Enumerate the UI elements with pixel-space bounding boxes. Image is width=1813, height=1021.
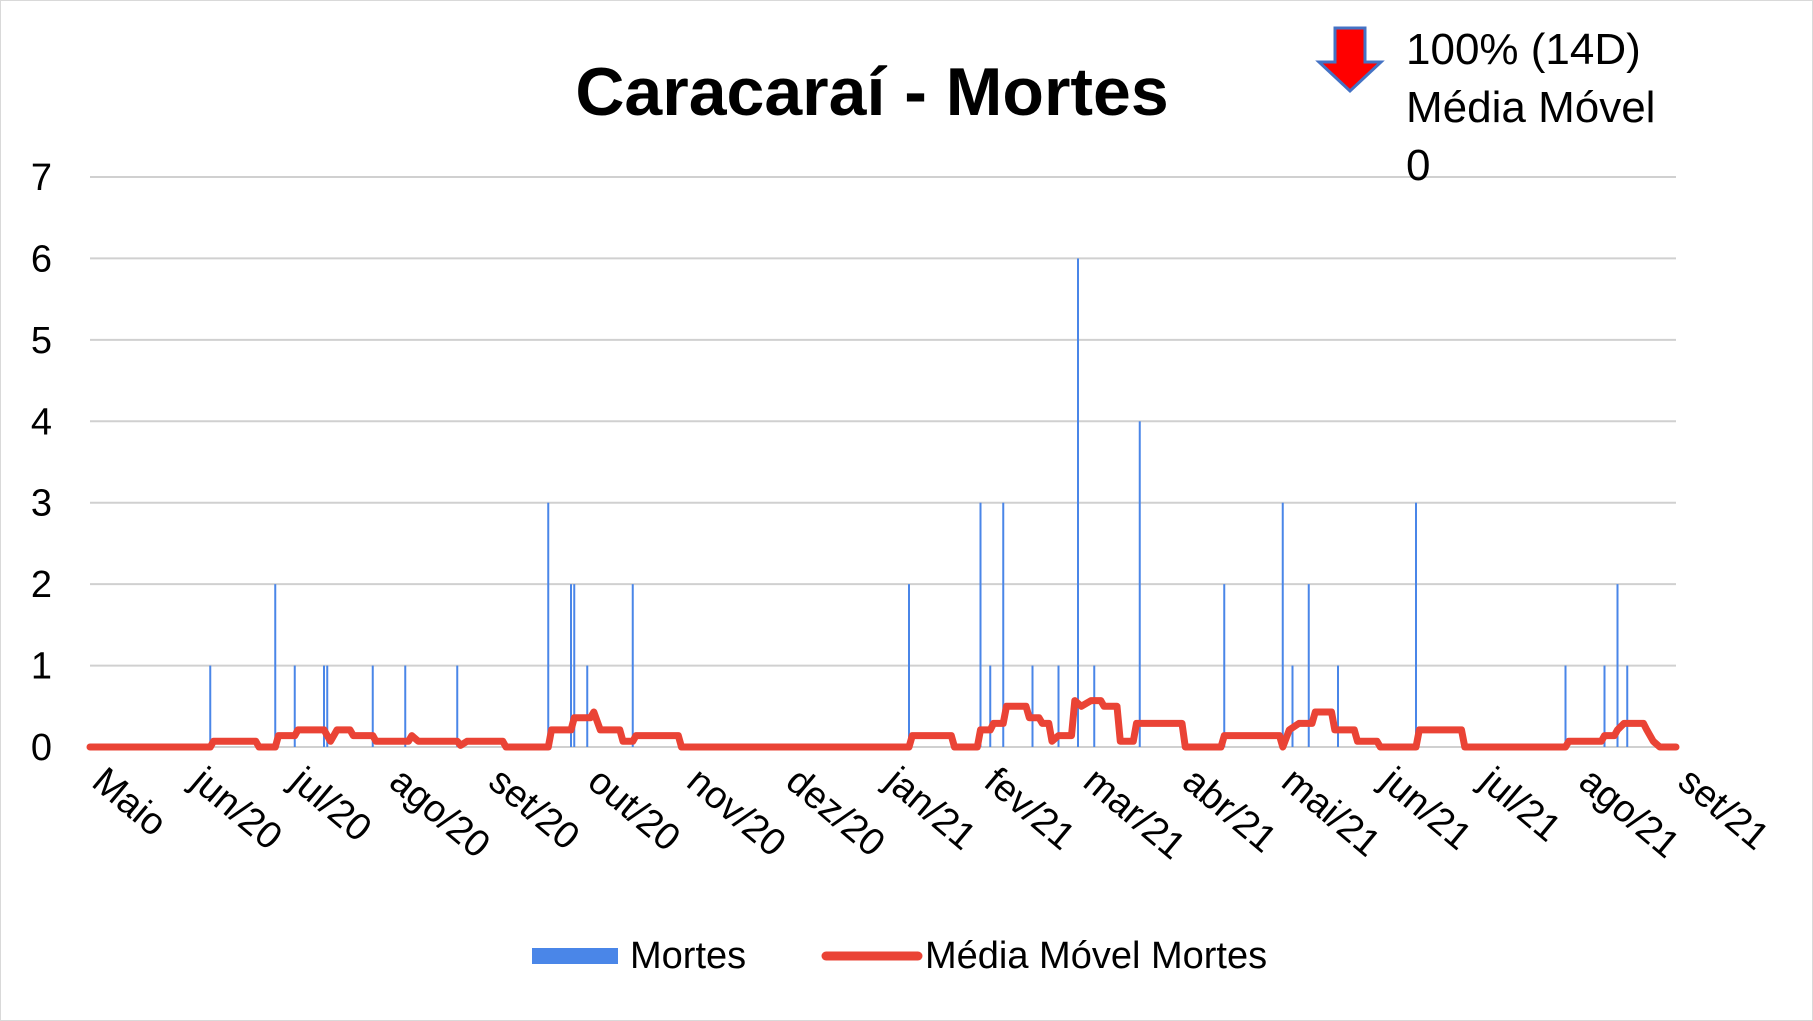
bar [1077, 258, 1079, 747]
bar [456, 665, 459, 747]
x-tick-label: ago/20 [382, 760, 498, 867]
bar [1337, 665, 1339, 747]
bar [631, 584, 634, 747]
annotation-line-3: 0 [1406, 141, 1430, 190]
bar [570, 584, 572, 747]
bar [1281, 502, 1284, 747]
x-tick-label: jul/20 [282, 759, 379, 850]
bar [908, 584, 910, 747]
y-tick-label: 1 [31, 646, 52, 688]
bar [1603, 665, 1606, 747]
bar [979, 502, 982, 747]
annotation-line-1: 100% (14D) [1406, 25, 1641, 74]
bar [293, 665, 296, 747]
bar [1093, 665, 1096, 747]
bar [989, 665, 992, 747]
x-tick-label: mai/21 [1274, 760, 1388, 865]
x-tick-label: jul/21 [1471, 759, 1568, 850]
bar [1307, 584, 1310, 747]
line-series-media-movel [86, 697, 1680, 751]
trend-annotation: 100% (14D) Média Móvel 0 [1315, 25, 1655, 190]
x-tick-label: jun/21 [1372, 759, 1479, 858]
bar [274, 584, 277, 747]
bar [1031, 665, 1034, 747]
x-tick-label: jan/21 [876, 759, 983, 858]
x-tick-label: set/21 [1670, 760, 1776, 859]
legend-label-mortes: Mortes [630, 935, 746, 977]
x-tick-label: Maio [84, 760, 174, 845]
bar [547, 502, 550, 747]
bar [1138, 421, 1141, 747]
bar [586, 665, 589, 747]
bar [1616, 584, 1619, 747]
y-tick-label: 5 [31, 320, 52, 362]
bar [1415, 502, 1417, 747]
x-tick-label: out/20 [580, 760, 688, 860]
x-tick-label: abr/21 [1175, 760, 1285, 861]
bar-series-mortes [209, 258, 1629, 747]
bar [326, 665, 329, 747]
bar [323, 665, 325, 747]
bar [404, 665, 407, 747]
x-tick-label: mar/21 [1075, 760, 1193, 868]
bar [1002, 502, 1005, 747]
y-tick-label: 3 [31, 483, 52, 525]
bar [573, 584, 576, 747]
bar [1564, 665, 1567, 747]
bar [209, 665, 212, 747]
y-tick-label: 7 [31, 157, 52, 199]
x-tick-label: set/20 [481, 760, 587, 859]
legend-swatch-mortes [532, 948, 618, 964]
bar [1057, 665, 1060, 747]
red-down-arrow-icon [1315, 26, 1385, 94]
x-tick-label: dez/20 [778, 760, 892, 866]
chart-title: Caracaraí - Mortes [575, 54, 1168, 130]
y-axis: 0 1 2 3 4 5 6 7 [31, 157, 52, 769]
bar [1626, 665, 1629, 747]
x-tick-label: jun/20 [183, 759, 290, 858]
legend-label-media-movel: Média Móvel Mortes [925, 935, 1267, 977]
legend: Mortes Média Móvel Mortes [532, 935, 1267, 977]
y-tick-label: 4 [31, 401, 52, 443]
bar [1223, 584, 1226, 747]
x-tick-label: ago/21 [1571, 760, 1687, 867]
y-tick-label: 6 [31, 238, 52, 280]
x-tick-label: fev/21 [976, 760, 1082, 859]
x-tick-label: nov/20 [679, 760, 793, 866]
bar [1291, 665, 1294, 747]
y-tick-label: 2 [31, 564, 52, 606]
bar [371, 665, 374, 747]
y-tick-label: 0 [31, 727, 52, 769]
grid [90, 176, 1676, 748]
annotation-line-2: Média Móvel [1406, 83, 1655, 132]
